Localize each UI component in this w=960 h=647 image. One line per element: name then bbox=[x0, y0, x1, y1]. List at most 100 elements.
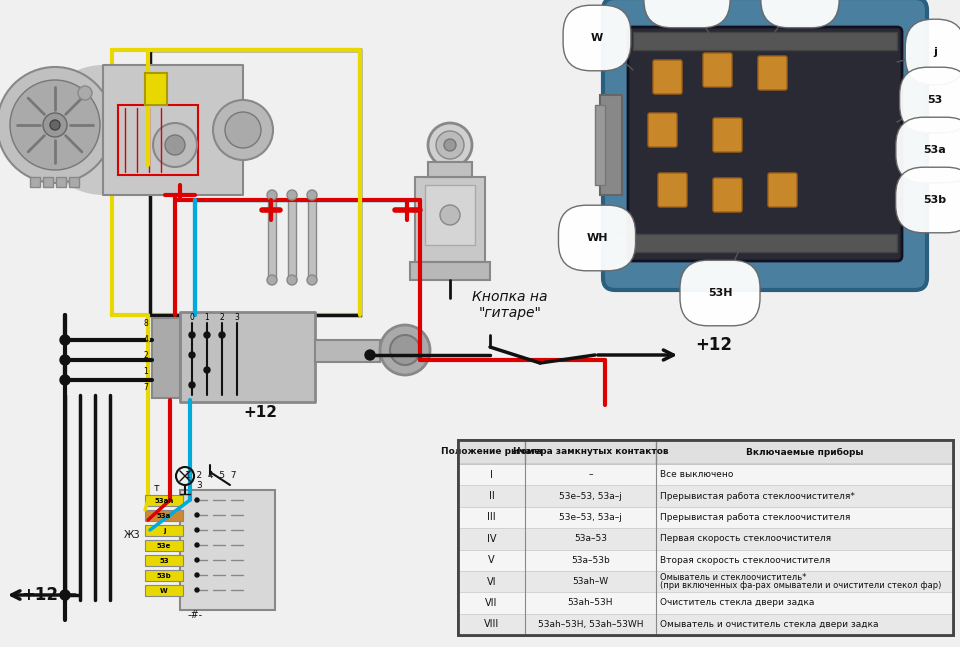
Text: 53ah–53H: 53ah–53H bbox=[567, 598, 613, 608]
FancyBboxPatch shape bbox=[713, 178, 742, 212]
FancyBboxPatch shape bbox=[603, 0, 927, 290]
Text: Ж3: Ж3 bbox=[124, 530, 140, 540]
Bar bbox=[180, 490, 275, 610]
Circle shape bbox=[50, 120, 60, 130]
Text: Кнопка на
"гитаре": Кнопка на "гитаре" bbox=[472, 290, 548, 320]
Text: 3: 3 bbox=[196, 481, 202, 490]
Text: (при включенных фа-рах омыватели и очистители стекол фар): (при включенных фа-рах омыватели и очист… bbox=[660, 582, 942, 590]
Text: Прерывистая работа стеклоочистителя*: Прерывистая работа стеклоочистителя* bbox=[660, 492, 854, 501]
Bar bbox=[633, 32, 897, 50]
Bar bbox=[458, 440, 953, 635]
Bar bbox=[145, 555, 183, 566]
Text: 1: 1 bbox=[143, 366, 148, 375]
Circle shape bbox=[204, 367, 210, 373]
Text: 53b: 53b bbox=[924, 195, 947, 205]
Circle shape bbox=[219, 332, 225, 338]
FancyBboxPatch shape bbox=[653, 60, 682, 94]
Bar bbox=[152, 318, 180, 398]
Text: 53: 53 bbox=[927, 95, 943, 105]
Text: 3: 3 bbox=[234, 313, 239, 322]
Text: 2: 2 bbox=[143, 351, 148, 360]
Bar bbox=[30, 177, 40, 187]
Bar bbox=[150, 50, 360, 315]
Text: -#-: -#- bbox=[187, 610, 203, 620]
Circle shape bbox=[267, 190, 277, 200]
Circle shape bbox=[195, 588, 199, 592]
Bar bbox=[69, 177, 79, 187]
Bar bbox=[315, 340, 380, 362]
Bar bbox=[112, 50, 360, 315]
Text: IV: IV bbox=[487, 534, 496, 544]
Text: Омыватель и очиститель стекла двери задка: Омыватель и очиститель стекла двери задк… bbox=[660, 620, 878, 629]
Text: I: I bbox=[490, 470, 492, 479]
Text: –: – bbox=[588, 470, 592, 479]
Circle shape bbox=[0, 67, 113, 183]
Text: VI: VI bbox=[487, 576, 496, 587]
Bar bbox=[458, 528, 953, 549]
Text: 4: 4 bbox=[143, 334, 148, 344]
Circle shape bbox=[225, 112, 261, 148]
Bar bbox=[308, 195, 316, 280]
Circle shape bbox=[195, 543, 199, 547]
Text: j: j bbox=[163, 528, 165, 534]
Circle shape bbox=[204, 332, 210, 338]
Text: Первая скорость стеклоочистителя: Первая скорость стеклоочистителя bbox=[660, 534, 831, 543]
Text: Очиститель стекла двери задка: Очиститель стекла двери задка bbox=[660, 598, 814, 608]
Bar bbox=[458, 440, 953, 635]
Circle shape bbox=[390, 335, 420, 365]
Bar bbox=[43, 177, 53, 187]
Bar bbox=[268, 195, 276, 280]
Text: 8: 8 bbox=[143, 318, 148, 327]
Text: 7: 7 bbox=[143, 382, 148, 391]
Circle shape bbox=[78, 86, 92, 100]
Text: т: т bbox=[155, 483, 160, 493]
Text: 53ah–W: 53ah–W bbox=[572, 577, 609, 586]
Circle shape bbox=[10, 80, 100, 170]
FancyBboxPatch shape bbox=[713, 118, 742, 152]
Text: Вторая скорость стеклоочистителя: Вторая скорость стеклоочистителя bbox=[660, 556, 830, 565]
Bar bbox=[145, 585, 183, 596]
Bar bbox=[103, 65, 243, 195]
Circle shape bbox=[365, 350, 375, 360]
Text: 53е: 53е bbox=[156, 543, 171, 549]
Circle shape bbox=[43, 113, 67, 137]
Bar bbox=[145, 495, 183, 506]
Circle shape bbox=[38, 65, 168, 195]
Bar bbox=[458, 571, 953, 592]
Circle shape bbox=[153, 123, 197, 167]
Circle shape bbox=[195, 528, 199, 532]
Bar bbox=[600, 95, 622, 195]
Bar bbox=[145, 570, 183, 581]
Circle shape bbox=[60, 590, 70, 600]
Text: 53b: 53b bbox=[156, 573, 172, 579]
Text: VIII: VIII bbox=[484, 619, 499, 630]
Text: +12: +12 bbox=[695, 336, 732, 354]
Text: III: III bbox=[487, 512, 495, 522]
Circle shape bbox=[60, 375, 70, 385]
Bar bbox=[595, 105, 605, 185]
Circle shape bbox=[195, 558, 199, 562]
Circle shape bbox=[189, 382, 195, 388]
Text: 53a: 53a bbox=[924, 145, 947, 155]
Bar bbox=[145, 510, 183, 521]
Circle shape bbox=[444, 139, 456, 151]
FancyBboxPatch shape bbox=[658, 173, 687, 207]
Bar bbox=[458, 507, 953, 528]
Circle shape bbox=[189, 332, 195, 338]
Circle shape bbox=[307, 275, 317, 285]
Text: 2: 2 bbox=[220, 313, 225, 322]
Circle shape bbox=[195, 573, 199, 577]
Circle shape bbox=[195, 498, 199, 502]
Circle shape bbox=[60, 355, 70, 365]
Bar bbox=[145, 540, 183, 551]
Circle shape bbox=[267, 275, 277, 285]
Bar bbox=[458, 440, 953, 464]
Text: 53: 53 bbox=[159, 558, 169, 564]
Circle shape bbox=[287, 190, 297, 200]
Circle shape bbox=[428, 123, 472, 167]
Bar bbox=[633, 234, 897, 252]
Text: 53H: 53H bbox=[708, 288, 732, 298]
Text: 1  2  4  5  7: 1 2 4 5 7 bbox=[185, 470, 236, 479]
Circle shape bbox=[213, 100, 273, 160]
Text: 53a: 53a bbox=[156, 513, 171, 519]
